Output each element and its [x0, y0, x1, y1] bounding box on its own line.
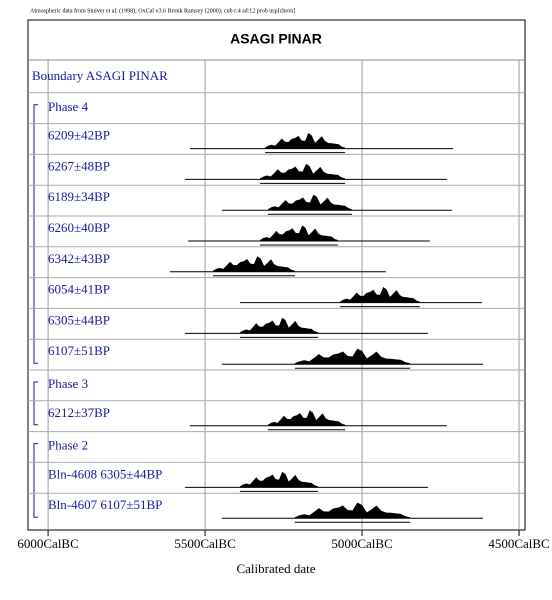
sample-label: 6189±34BP	[48, 189, 110, 204]
probability-distribution	[239, 317, 319, 334]
sample-label: 6212±37BP	[48, 405, 110, 420]
x-tick-label: 5500CalBC	[174, 536, 235, 551]
phase-bracket	[33, 104, 38, 364]
sample-label: Bln-4607 6107±51BP	[48, 497, 162, 512]
sample-label: 6342±43BP	[48, 251, 110, 266]
phase-bracket	[33, 381, 38, 426]
sample-label: 6107±51BP	[48, 343, 110, 358]
sample-label: 6054±41BP	[48, 282, 110, 297]
sample-label: 6209±42BP	[48, 128, 110, 143]
probability-distribution	[294, 348, 411, 365]
probability-distribution	[265, 133, 346, 149]
frame	[27, 19, 526, 531]
phase-bracket	[33, 443, 38, 518]
sample-label: 6305±44BP	[48, 312, 110, 327]
x-axis-label: Calibrated date	[236, 561, 315, 576]
chart-title: ASAGI PINAR	[230, 31, 322, 47]
probability-distribution	[294, 502, 411, 519]
phase-label: Phase 2	[48, 438, 88, 453]
probability-distribution	[340, 287, 420, 303]
boundary-label: Boundary ASAGI PINAR	[32, 68, 168, 83]
probability-distribution	[267, 410, 346, 426]
probability-distribution	[260, 163, 346, 180]
probability-distribution	[239, 471, 319, 488]
sample-label: Bln-4608 6305±44BP	[48, 466, 162, 481]
x-tick-label: 6000CalBC	[17, 536, 78, 551]
phase-label: Phase 3	[48, 376, 88, 391]
probability-distribution	[212, 256, 295, 272]
probability-distribution	[260, 225, 338, 241]
phase-label: Phase 4	[48, 99, 89, 114]
x-tick-label: 4500CalBC	[488, 536, 549, 551]
sample-label: 6260±40BP	[48, 220, 110, 235]
x-tick-label: 5000CalBC	[331, 536, 392, 551]
probability-distribution	[267, 194, 353, 211]
sample-label: 6267±48BP	[48, 158, 110, 173]
note: Atmospheric data from Stuiver et al. (19…	[30, 7, 295, 14]
